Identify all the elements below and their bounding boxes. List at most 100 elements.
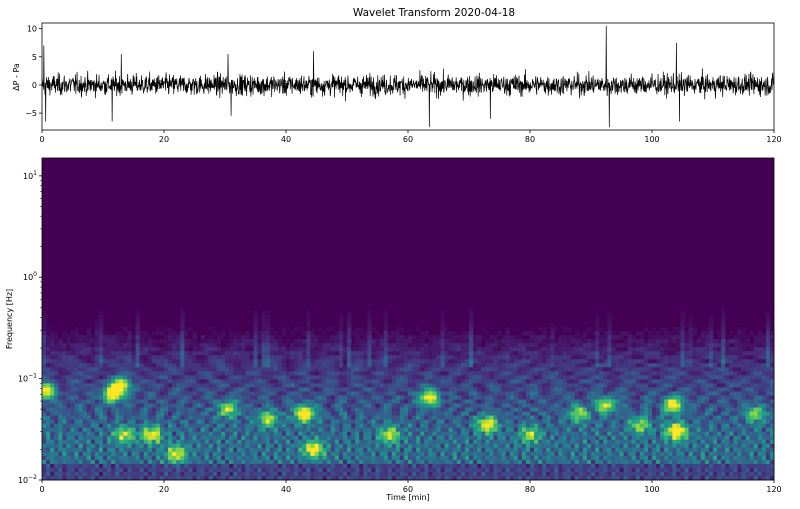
- heatmap-cell: [668, 335, 673, 340]
- heatmap-cell: [363, 423, 368, 429]
- heatmap-cell: [530, 363, 535, 368]
- heatmap-cell: [485, 379, 490, 384]
- heatmap-cell: [302, 363, 307, 368]
- heatmap-cell: [375, 371, 380, 376]
- heatmap-cell: [725, 407, 730, 412]
- heatmap-cell: [534, 395, 539, 400]
- heatmap-cell: [509, 367, 515, 372]
- heatmap-cell: [412, 335, 417, 340]
- heatmap-cell: [78, 347, 84, 352]
- heatmap-cell: [603, 415, 608, 421]
- heatmap-cell: [717, 387, 722, 392]
- heatmap-cell: [367, 314, 372, 320]
- heatmap-cell: [159, 347, 165, 352]
- heatmap-cell: [286, 375, 291, 380]
- heatmap-cell: [440, 331, 445, 336]
- heatmap-cell: [615, 359, 620, 364]
- heatmap-cell: [717, 343, 722, 348]
- heatmap-cell: [481, 383, 486, 388]
- heatmap-cell: [647, 351, 653, 356]
- heatmap-cell: [416, 383, 421, 388]
- heatmap-cell: [521, 379, 527, 384]
- heatmap-cell: [550, 335, 555, 340]
- heatmap-cell: [420, 351, 425, 356]
- heatmap-cell: [269, 427, 275, 433]
- heatmap-cell: [416, 391, 421, 396]
- heatmap-cell: [66, 367, 71, 372]
- heatmap-cell: [477, 431, 482, 437]
- heatmap-cell: [74, 427, 79, 433]
- heatmap-cell: [554, 355, 559, 360]
- heatmap-cell: [220, 379, 226, 384]
- heatmap-cell: [607, 314, 612, 320]
- heatmap-cell: [562, 343, 567, 348]
- heatmap-cell: [245, 399, 250, 404]
- heatmap-cell: [249, 355, 254, 360]
- heatmap-cell: [692, 351, 698, 356]
- heatmap-cell: [245, 439, 250, 445]
- heatmap-cell: [115, 403, 120, 408]
- heatmap-cell: [753, 339, 759, 344]
- heatmap-cell: [90, 427, 96, 433]
- heatmap-cell: [298, 327, 303, 332]
- heatmap-cell: [440, 427, 445, 433]
- heatmap-cell: [298, 423, 303, 429]
- heatmap-cell: [444, 419, 450, 425]
- heatmap-cell: [713, 435, 718, 441]
- heatmap-cell: [281, 435, 287, 441]
- heatmap-cell: [359, 415, 364, 421]
- heatmap-cell: [86, 419, 92, 425]
- heatmap-cell: [704, 391, 710, 396]
- heatmap-cell: [127, 387, 132, 392]
- heatmap-cell: [176, 331, 181, 336]
- heatmap-cell: [115, 387, 120, 392]
- heatmap-cell: [412, 423, 417, 429]
- heatmap-cell: [473, 387, 478, 392]
- heatmap-cell: [375, 339, 380, 344]
- heatmap-cell: [86, 351, 92, 356]
- heatmap-cell: [249, 427, 254, 433]
- heatmap-cell: [680, 379, 685, 384]
- heatmap-cell: [330, 347, 336, 352]
- heatmap-cell: [656, 343, 661, 348]
- heatmap-cell: [298, 367, 303, 372]
- heatmap-cell: [147, 391, 153, 396]
- heatmap-cell: [241, 347, 246, 352]
- heatmap-cell: [477, 415, 482, 421]
- heatmap-cell: [58, 359, 63, 364]
- heatmap-cell: [591, 347, 596, 352]
- heatmap-cell: [277, 399, 283, 404]
- heatmap-cell: [298, 399, 303, 404]
- heatmap-cell: [229, 335, 234, 340]
- heatmap-cell: [220, 359, 226, 364]
- heatmap-cell: [607, 375, 612, 380]
- heatmap-cell: [668, 423, 673, 429]
- heatmap-cell: [355, 399, 360, 404]
- heatmap-cell: [725, 415, 730, 421]
- heatmap-cell: [355, 363, 360, 368]
- heatmap-cell: [375, 379, 380, 384]
- heatmap-cell: [342, 367, 348, 372]
- heatmap-cell: [42, 375, 47, 380]
- heatmap-cell: [330, 435, 336, 441]
- heatmap-cell: [676, 383, 681, 388]
- heatmap-cell: [367, 423, 372, 429]
- heatmap-cell: [668, 351, 673, 356]
- heatmap-cell: [769, 339, 775, 344]
- heatmap-cell: [322, 375, 328, 380]
- heatmap-cell: [737, 359, 742, 364]
- heatmap-cell: [412, 339, 417, 344]
- heatmap-cell: [696, 371, 702, 376]
- heatmap-cell: [664, 395, 669, 400]
- heatmap-cell: [249, 399, 254, 404]
- heatmap-cell: [611, 371, 616, 376]
- heatmap-cell: [550, 359, 555, 364]
- heatmap-cell: [359, 359, 364, 364]
- heatmap-cell: [436, 363, 441, 368]
- heatmap-cell: [469, 343, 474, 348]
- heatmap-cell: [188, 351, 193, 356]
- heatmap-cell: [355, 375, 360, 380]
- heatmap-cell: [334, 339, 340, 344]
- heatmap-cell: [664, 427, 669, 433]
- heatmap-cell: [660, 359, 665, 364]
